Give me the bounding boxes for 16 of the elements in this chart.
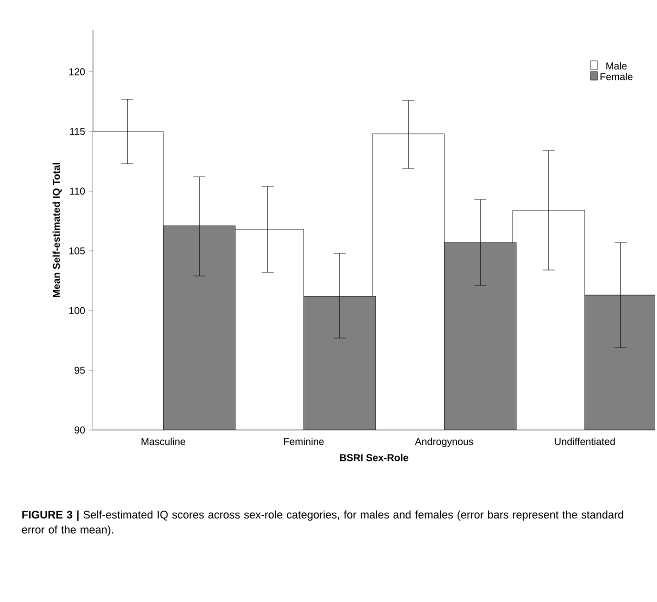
- x-tick-label: Undiffentiated: [554, 438, 615, 446]
- y-axis-title: Mean Self-estimated IQ Total: [52, 162, 62, 298]
- y-tick-label: 105: [69, 247, 85, 254]
- y-tick-label: 90: [74, 426, 85, 434]
- y-tick-label: 115: [70, 128, 85, 135]
- x-tick-label: Androgynous: [414, 438, 474, 448]
- legend-label: Female: [600, 72, 633, 80]
- y-tick-label: 95: [74, 366, 85, 374]
- x-tick-label: Masculine: [142, 438, 186, 446]
- legend-label: Male: [606, 62, 627, 70]
- x-tick-label: Feminine: [284, 438, 324, 446]
- x-axis-title: BSRI Sex-Role: [340, 454, 408, 462]
- y-tick-label: 100: [69, 307, 85, 314]
- y-tick-label: 120: [69, 68, 85, 76]
- y-tick-label: 110: [70, 188, 85, 195]
- text: FIGURE 3 | Self-estimated IQ scores across sex-role categories, for males and females (error bars represent the standard error of the mean).: [22, 510, 624, 536]
